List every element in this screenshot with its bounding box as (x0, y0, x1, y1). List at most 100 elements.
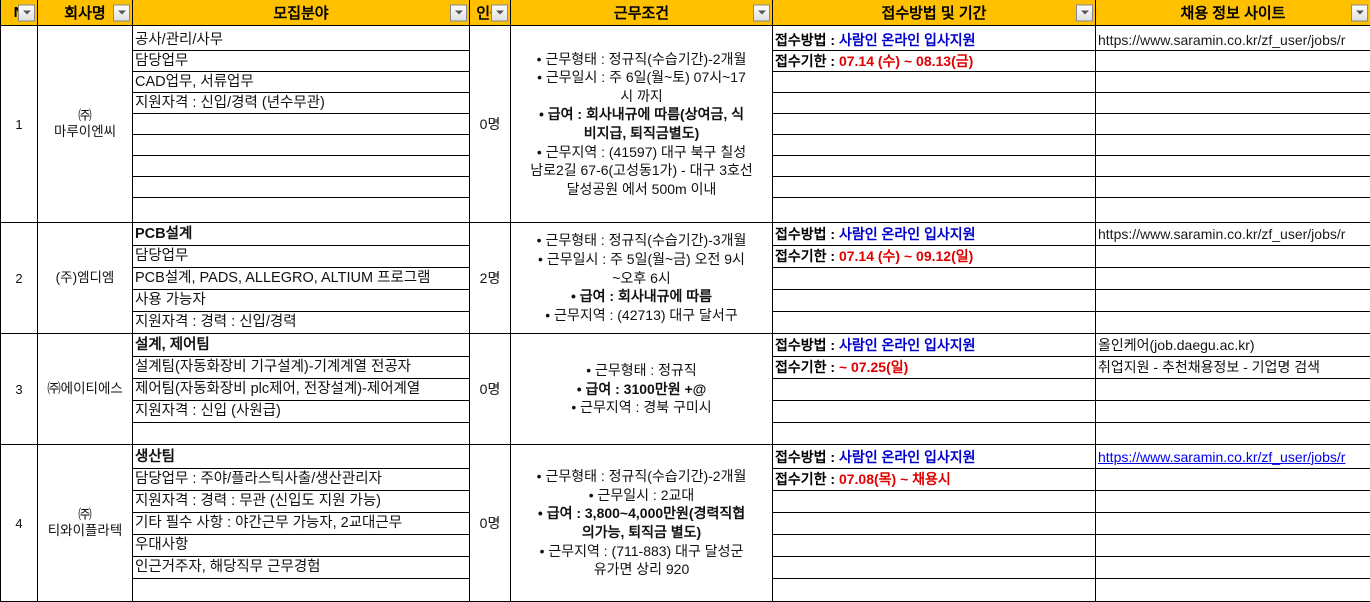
apply-line: 접수기한 : 07.14 (수) ~ 08.13(금) (773, 51, 1095, 72)
field-line: 지원자격 : 신입 (사원급) (133, 400, 469, 422)
chevron-down-icon (1081, 11, 1089, 15)
row-number: 3 (1, 334, 38, 445)
condition-line: 남로2길 67-6(고성동1가) - 대구 3호선 (511, 161, 772, 180)
row-number: 2 (1, 223, 38, 334)
col-company-header: 회사명 (38, 0, 133, 26)
apply-line-label: 접수기한 : (775, 53, 839, 69)
site-line (1096, 578, 1370, 600)
apply-line (773, 156, 1095, 177)
site-url-link[interactable]: https://www.saramin.co.kr/zf_user/jobs/r (1096, 446, 1370, 468)
apply-line-label: 접수기한 : (775, 248, 839, 264)
col-apply-header-label: 접수방법 및 기간 (773, 2, 1095, 23)
col-site-header: 채용 정보 사이트 (1096, 0, 1370, 26)
site-line (1096, 289, 1370, 311)
apply-line-label: 접수기한 : (775, 471, 839, 487)
col-site-filter-dropdown-icon[interactable] (1351, 4, 1368, 21)
apply-line-value: 사람인 온라인 입사지원 (839, 32, 976, 48)
site-line (1096, 198, 1370, 219)
field-line: 공사/관리/사무 (133, 30, 469, 51)
field-line: 지원자격 : 경력 : 무관 (신입도 지원 가능) (133, 490, 469, 512)
col-conditions-header-label: 근무조건 (511, 2, 772, 23)
col-conditions-filter-dropdown-icon[interactable] (753, 4, 770, 21)
col-conditions-header: 근무조건 (511, 0, 773, 26)
condition-line: • 근무지역 : (41597) 대구 북구 칠성 (511, 143, 772, 162)
company-name: ㈜ 티와이플라텍 (38, 445, 133, 602)
site-line (1096, 512, 1370, 534)
apply-line-label: 접수방법 : (775, 32, 839, 48)
apply-line (773, 400, 1095, 422)
condition-line: 유가면 상리 920 (511, 560, 772, 579)
apply-line (773, 490, 1095, 512)
field-line: 담당업무 (133, 51, 469, 72)
site-url-text: https://www.saramin.co.kr/zf_user/jobs/r (1098, 449, 1345, 465)
field-line: 기타 필수 사항 : 야간근무 가능자, 2교대근무 (133, 512, 469, 534)
col-site-header-label: 채용 정보 사이트 (1096, 2, 1370, 23)
field-line: 제어팀(자동화장비 plc제어, 전장설계)-제어계열 (133, 378, 469, 400)
site-line (1096, 422, 1370, 444)
field-line (133, 578, 469, 600)
apply-line-value: 07.08(목) ~ 채용시 (839, 471, 951, 487)
site-line (1096, 400, 1370, 422)
apply-line (773, 534, 1095, 556)
col-apply-header: 접수방법 및 기간 (773, 0, 1096, 26)
field-line (133, 156, 469, 177)
field-line: 사용 가능자 (133, 289, 469, 311)
field-line: 생산팀 (133, 446, 469, 468)
apply-line-label: 접수방법 : (775, 337, 839, 353)
field-line: 설계, 제어팀 (133, 334, 469, 356)
apply-line-value: 사람인 온라인 입사지원 (839, 337, 976, 353)
work-conditions: • 근무형태 : 정규직(수습기간)-2개월• 근무일시 : 2교대• 급여 :… (511, 445, 773, 602)
field-line: 설계팀(자동화장비 기구설계)-기계계열 전공자 (133, 356, 469, 378)
site-line: 취업지원 - 추천채용정보 - 기업명 검색 (1096, 356, 1370, 378)
field-line (133, 177, 469, 198)
condition-line: • 급여 : 3,800~4,000만원(경력직협 (511, 504, 772, 523)
condition-line: • 근무지역 : (42713) 대구 달서구 (511, 306, 772, 325)
col-apply-filter-dropdown-icon[interactable] (1076, 4, 1093, 21)
condition-line: 의가능, 퇴직금 별도) (511, 523, 772, 542)
row-number: 1 (1, 26, 38, 223)
condition-line: 시 까지 (511, 87, 772, 106)
apply-line (773, 114, 1095, 135)
recruitment-site-cell: 올인케어(job.daegu.ac.kr)취업지원 - 추천채용정보 - 기업명… (1096, 334, 1370, 445)
company-name: (주)엠디엠 (38, 223, 133, 334)
condition-line: • 급여 : 회사내규에 따름(상여금, 식 (511, 105, 772, 124)
site-line: https://www.saramin.co.kr/zf_user/jobs/r (1096, 223, 1370, 245)
site-line (1096, 177, 1370, 198)
condition-line: • 근무지역 : 경북 구미시 (511, 398, 772, 417)
site-line (1096, 93, 1370, 114)
field-line (133, 422, 469, 444)
col-no-header: N (1, 0, 38, 26)
apply-line (773, 512, 1095, 534)
col-no-filter-dropdown-icon[interactable] (18, 4, 35, 21)
condition-line: • 근무일시 : 2교대 (511, 486, 772, 505)
work-conditions: • 근무형태 : 정규직• 급여 : 3100만원 +@• 근무지역 : 경북 … (511, 334, 773, 445)
site-line (1096, 135, 1370, 156)
condition-line: • 근무일시 : 주 5일(월~금) 오전 9시 (511, 250, 772, 269)
site-line: 올인케어(job.daegu.ac.kr) (1096, 334, 1370, 356)
col-field-filter-dropdown-icon[interactable] (450, 4, 467, 21)
condition-line: • 급여 : 3100만원 +@ (511, 380, 772, 399)
col-headcount-filter-dropdown-icon[interactable] (491, 4, 508, 21)
headcount: 0명 (470, 334, 511, 445)
condition-line: • 근무형태 : 정규직(수습기간)-3개월 (511, 231, 772, 250)
apply-line: 접수기한 : ~ 07.25(일) (773, 356, 1095, 378)
chevron-down-icon (496, 11, 504, 15)
apply-line (773, 311, 1095, 333)
headcount: 0명 (470, 26, 511, 223)
recruitment-site-cell: https://www.saramin.co.kr/zf_user/jobs/r (1096, 26, 1370, 223)
col-company-filter-dropdown-icon[interactable] (113, 4, 130, 21)
condition-line: • 근무형태 : 정규직 (511, 361, 772, 380)
field-line: 담당업무 (133, 245, 469, 267)
headcount: 2명 (470, 223, 511, 334)
field-line: PCB설계, PADS, ALLEGRO, ALTIUM 프로그램 (133, 267, 469, 289)
field-line: 지원자격 : 경력 : 신입/경력 (133, 311, 469, 333)
apply-line (773, 422, 1095, 444)
apply-line (773, 578, 1095, 600)
